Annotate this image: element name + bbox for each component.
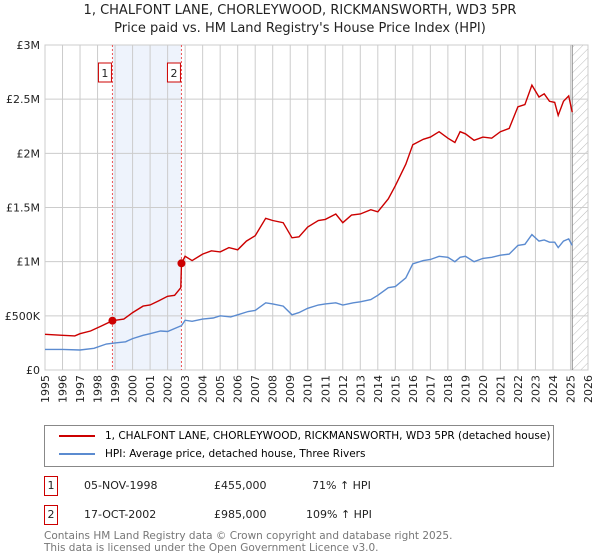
y-tick-label: £1M [17, 256, 41, 269]
sale-hpi: 109% ↑ HPI [306, 508, 372, 521]
x-tick-label: 2010 [302, 375, 315, 403]
chart-legend: 1, CHALFONT LANE, CHORLEYWOOD, RICKMANSW… [44, 425, 554, 467]
x-tick-label: 2013 [354, 375, 367, 403]
x-tick-label: 1999 [109, 375, 122, 403]
x-tick-label: 2008 [267, 375, 280, 403]
sale-date: 17-OCT-2002 [84, 508, 157, 521]
x-tick-label: 1998 [92, 375, 105, 403]
price-chart: 1995 1996 1997 1998 1999 2000 2001 2002 2003 2004… [5, 39, 595, 403]
x-tick-label: 2021 [494, 375, 507, 403]
x-tick-label: 2025 [565, 375, 578, 403]
sale-price: £455,000 [214, 479, 267, 492]
sale-point [108, 316, 117, 325]
legend-swatch-blue [59, 453, 95, 455]
x-tick-label: 1995 [39, 375, 52, 403]
x-tick-label: 2001 [144, 375, 157, 403]
x-tick-label: 2011 [319, 375, 332, 403]
x-tick-label: 2005 [214, 375, 227, 403]
x-tick-label: 2007 [249, 375, 262, 403]
sale-badge: 2 [44, 505, 58, 525]
hpi-line [45, 233, 573, 351]
x-tick-label: 2014 [372, 375, 385, 403]
y-tick-label: £3M [17, 39, 41, 52]
sale-marker-label: 2 [170, 67, 177, 80]
y-tick-label: £1.5M [6, 202, 40, 215]
sale-marker-box [166, 62, 181, 83]
x-tick-label: 2002 [162, 375, 175, 403]
x-tick-label: 2026 [582, 375, 595, 403]
x-tick-label: 2004 [197, 375, 210, 403]
x-tick-label: 2023 [530, 375, 543, 403]
y-tick-label: £0 [26, 364, 40, 377]
x-tick-label: 2019 [459, 375, 472, 403]
property-price-line [44, 83, 573, 337]
x-tick-label: 2016 [407, 375, 420, 403]
sale-marker-box [97, 62, 112, 83]
chart-title: 1, CHALFONT LANE, CHORLEYWOOD, RICKMANSW… [83, 3, 517, 18]
y-tick-label: £2M [17, 147, 41, 160]
x-tick-label: 2006 [232, 375, 245, 403]
y-tick-label: £2.5M [6, 93, 40, 106]
plot-border [44, 44, 589, 371]
x-tick-label: 2000 [127, 375, 140, 403]
sale-marker-label: 1 [101, 67, 108, 80]
legend-label: 1, CHALFONT LANE, CHORLEYWOOD, RICKMANSW… [105, 430, 551, 442]
legend-label: HPI: Average price, detached house, Thre… [105, 448, 366, 460]
legend-swatch-red [59, 435, 95, 437]
x-tick-label: 1997 [74, 375, 87, 403]
sale-badge: 1 [44, 476, 58, 496]
x-tick-label: 1996 [57, 375, 70, 403]
legend-item-property: 1, CHALFONT LANE, CHORLEYWOOD, RICKMANSW… [59, 430, 550, 442]
x-tick-label: 2024 [547, 375, 560, 403]
sale-point [177, 259, 186, 268]
x-tick-label: 2003 [179, 375, 192, 403]
x-tick-label: 2020 [477, 375, 490, 403]
legend-item-hpi: HPI: Average price, detached house, Thre… [59, 448, 365, 460]
x-tick-label: 2012 [337, 375, 350, 403]
sale-price: £985,000 [214, 508, 267, 521]
y-tick-label: £500K [5, 310, 41, 323]
x-tick-label: 2009 [284, 375, 297, 403]
x-tick-label: 2017 [424, 375, 437, 403]
footer-line2: This data is licensed under the Open Gov… [44, 542, 379, 554]
sale-date: 05-NOV-1998 [84, 479, 158, 492]
footer: Contains HM Land Registry data © Crown c… [44, 530, 452, 554]
footer-line1: Contains HM Land Registry data © Crown c… [44, 530, 453, 542]
x-tick-label: 2022 [512, 375, 525, 403]
x-tick-label: 2015 [389, 375, 402, 403]
x-tick-label: 2018 [442, 375, 455, 403]
chart-subtitle: Price paid vs. HM Land Registry's House … [114, 21, 486, 36]
sale-hpi: 71% ↑ HPI [312, 479, 371, 492]
